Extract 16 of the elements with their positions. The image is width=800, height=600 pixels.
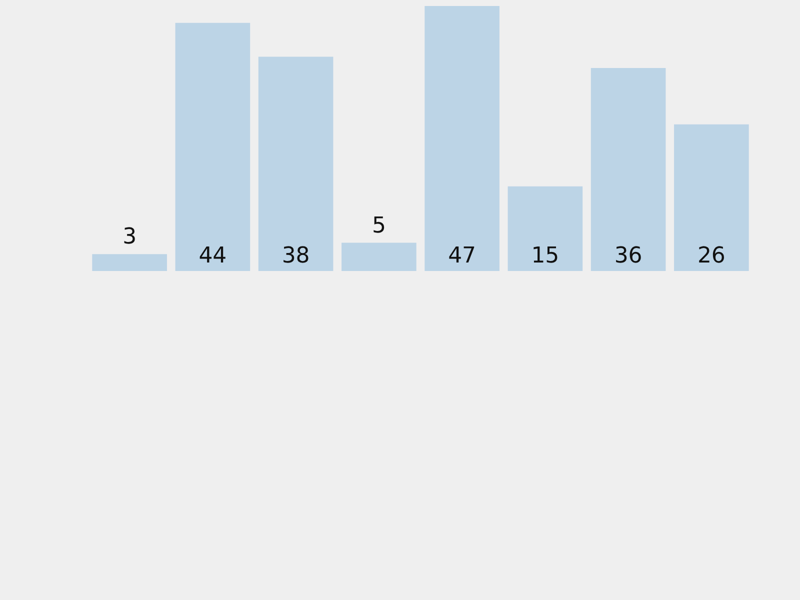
data-label: 5 (372, 213, 386, 238)
bar (590, 68, 666, 271)
bar (258, 56, 334, 271)
data-label: 15 (531, 244, 560, 268)
bar (92, 254, 167, 271)
data-label: 36 (614, 244, 642, 268)
data-label: 3 (122, 224, 137, 250)
data-label: 44 (198, 244, 227, 268)
data-label: 26 (697, 244, 726, 268)
bar (674, 124, 749, 271)
bar (175, 22, 250, 271)
data-label: 38 (282, 244, 310, 268)
bar (424, 6, 500, 271)
bar (342, 242, 416, 271)
data-label: 47 (448, 244, 476, 268)
bar (508, 186, 583, 271)
